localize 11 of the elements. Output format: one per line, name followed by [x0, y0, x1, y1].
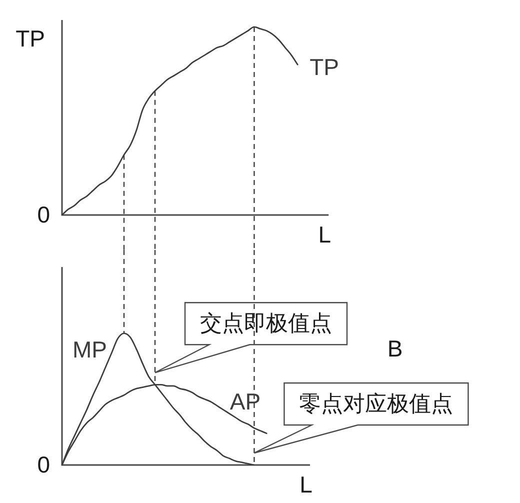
y-axis-title: TP — [16, 25, 45, 52]
series-label: AP — [230, 388, 261, 415]
annotation: 零点对应极值点 — [299, 391, 454, 416]
x-axis-title: L — [300, 471, 313, 498]
series-label: TP — [310, 54, 339, 80]
text: 0 — [37, 201, 50, 228]
annotation: 交点即极值点 — [200, 310, 332, 336]
text: B — [387, 336, 403, 362]
x-axis-title: L — [318, 221, 332, 248]
text: 0 — [37, 451, 50, 478]
series-label: MP — [72, 336, 107, 363]
